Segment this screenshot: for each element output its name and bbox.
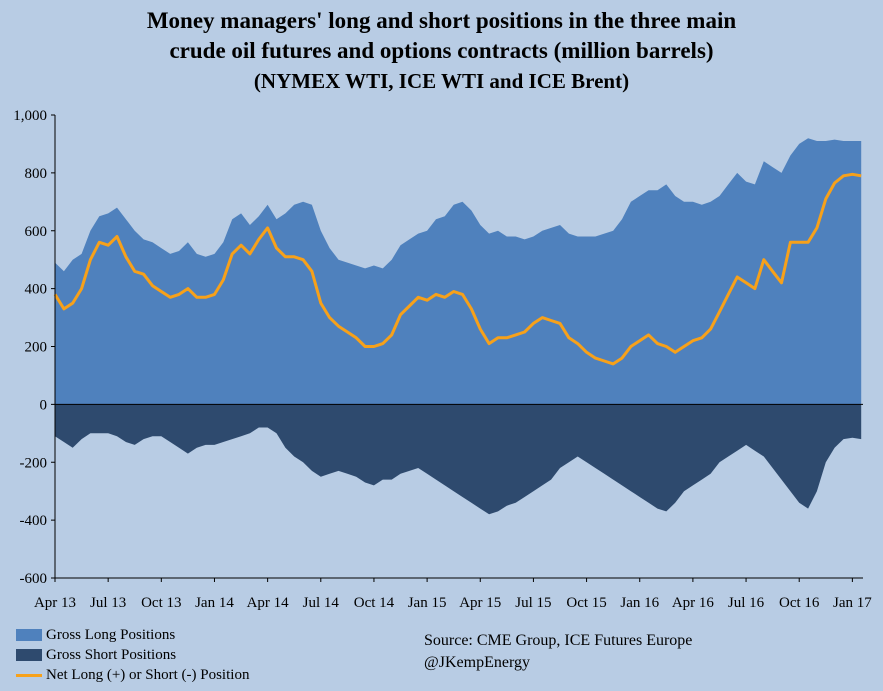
x-tick-label: Jul 16 (728, 595, 765, 611)
x-tick-label: Oct 16 (779, 595, 820, 611)
legend: Gross Long Positions Gross Short Positio… (16, 625, 249, 685)
title-line-3: (NYMEX WTI, ICE WTI and ICE Brent) (253, 69, 630, 93)
y-tick-label: -600 (20, 571, 48, 587)
x-tick-label: Jan 17 (833, 595, 872, 611)
x-tick-label: Apr 16 (672, 595, 715, 611)
x-tick-label: Jan 14 (195, 595, 234, 611)
legend-label-net: Net Long (+) or Short (-) Position (46, 667, 250, 683)
x-tick-label: Oct 14 (354, 595, 395, 611)
legend-item-net: Net Long (+) or Short (-) Position (16, 665, 249, 685)
y-tick-label: 800 (25, 166, 48, 182)
y-tick-label: 1,000 (13, 108, 47, 124)
x-tick-label: Jul 13 (90, 595, 126, 611)
y-tick-label: 200 (25, 340, 48, 356)
legend-label-short: Gross Short Positions (46, 647, 177, 663)
legend-swatch-net (16, 673, 42, 677)
x-tick-label: Apr 15 (459, 595, 501, 611)
y-tick-label: -200 (20, 455, 48, 471)
x-tick-label: Apr 13 (34, 595, 76, 611)
x-tick-label: Jan 16 (620, 595, 659, 611)
series-short-area (55, 404, 862, 515)
x-tick-label: Oct 15 (566, 595, 606, 611)
x-tick-label: Jul 15 (515, 595, 551, 611)
x-tick-label: Apr 14 (247, 595, 290, 611)
title-line-2: crude oil futures and options contracts … (169, 38, 714, 63)
legend-item-long: Gross Long Positions (16, 625, 249, 645)
title-line-1: Money managers' long and short positions… (146, 8, 737, 33)
y-tick-label: 400 (25, 282, 48, 298)
source-note: Source: CME Group, ICE Futures Europe @J… (424, 630, 692, 674)
source-line-1: Source: CME Group, ICE Futures Europe (424, 632, 693, 649)
y-tick-label: -400 (20, 513, 48, 529)
x-tick-label: Jan 15 (408, 595, 447, 611)
y-tick-label: 600 (25, 224, 48, 240)
x-tick-label: Oct 13 (141, 595, 181, 611)
series-net-line (53, 172, 862, 366)
chart-title: Money managers' long and short positions… (0, 6, 883, 96)
y-tick-label: 0 (40, 397, 48, 413)
legend-swatch-long (16, 629, 42, 641)
legend-swatch-short (16, 649, 42, 661)
x-tick-label: Jul 14 (303, 595, 340, 611)
legend-label-long: Gross Long Positions (46, 627, 176, 643)
series-long-area (55, 138, 862, 405)
legend-item-short: Gross Short Positions (16, 645, 249, 665)
source-line-2: @JKempEnergy (424, 654, 530, 671)
